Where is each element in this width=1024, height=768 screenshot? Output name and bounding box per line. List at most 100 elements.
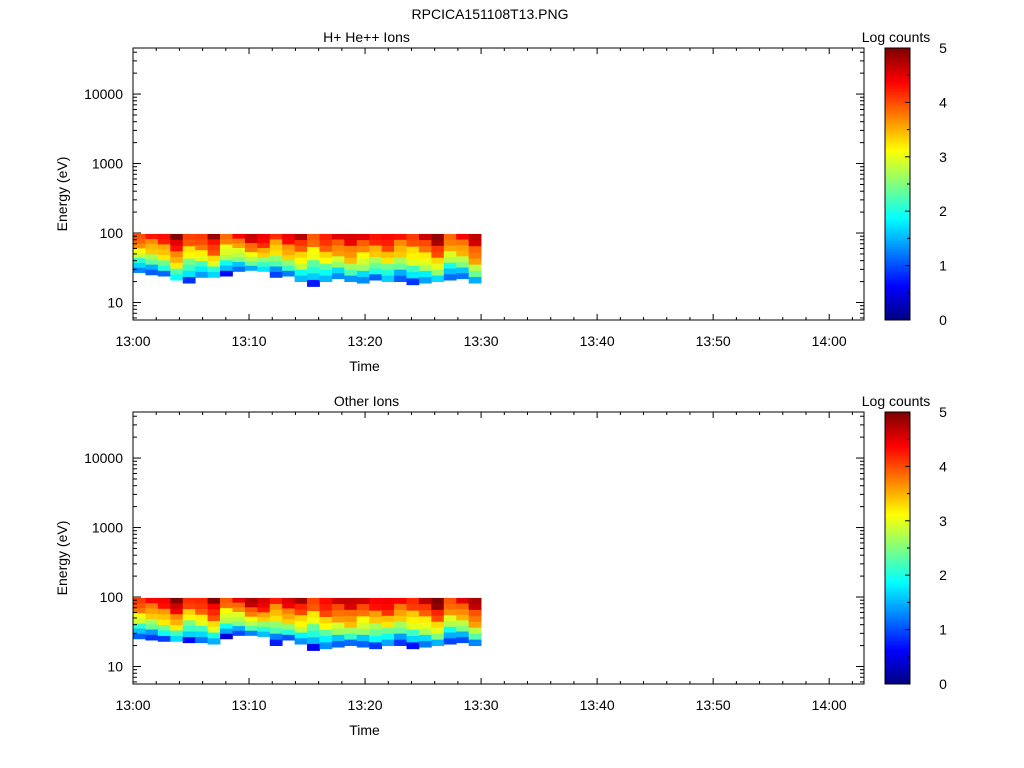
colorbar-segment xyxy=(885,260,910,264)
colorbar-segment xyxy=(885,480,910,484)
colorbar-segment xyxy=(885,96,910,101)
colorbar-segment xyxy=(885,605,910,609)
colorbar-segment xyxy=(885,235,910,239)
colorbar-tick-label: 1 xyxy=(939,622,947,638)
colorbar-segment xyxy=(885,675,910,680)
heatmap-cell xyxy=(406,604,420,612)
heatmap-cell xyxy=(344,615,358,623)
heatmap-cell xyxy=(195,631,208,638)
heatmap-cell xyxy=(157,614,171,621)
heatmap-cell xyxy=(145,269,159,276)
colorbar-segment xyxy=(885,439,910,443)
colorbar-segment xyxy=(885,265,910,269)
heatmap-cell xyxy=(406,617,420,624)
colorbar-segment xyxy=(885,624,910,628)
heatmap-cell xyxy=(232,233,246,240)
heatmap-cell xyxy=(356,258,370,266)
heatmap-cell xyxy=(294,233,308,241)
heatmap-cell xyxy=(220,628,233,635)
heatmap-cell xyxy=(356,252,370,259)
heatmap-cell xyxy=(307,240,320,248)
heatmap-cell xyxy=(331,267,345,274)
heatmap-cell xyxy=(307,604,320,612)
heatmap-cell xyxy=(394,239,407,247)
heatmap-cell xyxy=(195,620,208,627)
heatmap-cell xyxy=(244,626,258,632)
x-tick-label: 13:20 xyxy=(348,697,383,713)
colorbar-segment xyxy=(885,181,910,185)
heatmap-cell xyxy=(282,233,296,240)
heatmap-cell xyxy=(195,637,208,644)
heatmap-cell xyxy=(319,642,333,650)
heatmap-cell xyxy=(394,257,407,265)
heatmap-cell xyxy=(170,625,184,631)
heatmap-cell xyxy=(431,257,445,265)
heatmap-cell xyxy=(456,603,470,610)
colorbar-segment xyxy=(885,287,910,291)
heatmap-cell xyxy=(133,623,146,630)
colorbar-label: Log counts xyxy=(862,29,931,45)
heatmap-cell xyxy=(356,246,370,253)
heatmap-cell xyxy=(344,621,358,629)
heatmap-cell xyxy=(381,263,395,271)
heatmap-cell xyxy=(269,255,283,262)
colorbar-segment xyxy=(885,662,910,666)
colorbar-segment xyxy=(885,222,910,226)
heatmap-cell xyxy=(232,243,246,249)
heatmap-cell xyxy=(170,635,184,642)
heatmap-cell xyxy=(406,623,420,631)
colorbar-segment xyxy=(885,450,910,454)
heatmap-cell xyxy=(133,613,146,619)
heatmap-cell xyxy=(431,245,445,253)
colorbar-segment xyxy=(885,243,910,248)
heatmap-cell xyxy=(381,251,395,259)
heatmap-cell xyxy=(431,597,445,605)
heatmap-cell xyxy=(244,247,258,253)
heatmap-cell xyxy=(294,638,308,645)
heatmap-cell xyxy=(369,274,383,281)
colorbar-segment xyxy=(885,507,910,511)
heatmap-cell xyxy=(443,262,457,269)
heatmap-cell xyxy=(431,251,445,259)
colorbar-segment xyxy=(885,306,910,310)
heatmap-cells xyxy=(133,233,482,287)
heatmap-cell xyxy=(182,270,196,278)
colorbar-segment xyxy=(885,518,910,522)
colorbar-segment xyxy=(885,268,910,272)
colorbar-segment xyxy=(885,72,910,76)
x-tick-label: 13:00 xyxy=(115,333,150,349)
heatmap-cell xyxy=(344,233,358,241)
heatmap-cell xyxy=(381,627,395,635)
heatmap-cell xyxy=(394,627,407,635)
heatmap-cell xyxy=(294,621,308,628)
heatmap-cell xyxy=(195,603,208,610)
heatmap-cell xyxy=(381,615,395,623)
heatmap-cell xyxy=(431,633,445,641)
colorbar-segment xyxy=(885,466,910,470)
colorbar-segment xyxy=(885,640,910,644)
heatmap-cell xyxy=(145,619,159,625)
colorbar-segment xyxy=(885,113,910,117)
heatmap-cell xyxy=(344,245,358,253)
colorbar-segment xyxy=(885,126,910,131)
heatmap-cell xyxy=(307,279,320,287)
colorbar-segment xyxy=(885,433,910,437)
heatmap-cell xyxy=(356,233,370,241)
heatmap-cell xyxy=(431,233,445,241)
heatmap-cell xyxy=(244,233,258,239)
colorbar-segment xyxy=(885,154,910,158)
colorbar-segment xyxy=(885,673,910,677)
heatmap-cell xyxy=(157,265,171,272)
colorbar-segment xyxy=(885,602,910,606)
heatmap-cell xyxy=(356,640,370,648)
heatmap-cell xyxy=(369,233,383,241)
colorbar-segment xyxy=(885,317,910,321)
heatmap-cell xyxy=(394,615,407,623)
heatmap-cell xyxy=(282,244,296,251)
heatmap-cell xyxy=(418,622,432,630)
heatmap-cell xyxy=(207,632,221,639)
heatmap-cell xyxy=(468,252,482,259)
colorbar-segment xyxy=(885,629,910,633)
heatmap-cell xyxy=(307,253,320,261)
colorbar-label: Log counts xyxy=(862,393,931,409)
